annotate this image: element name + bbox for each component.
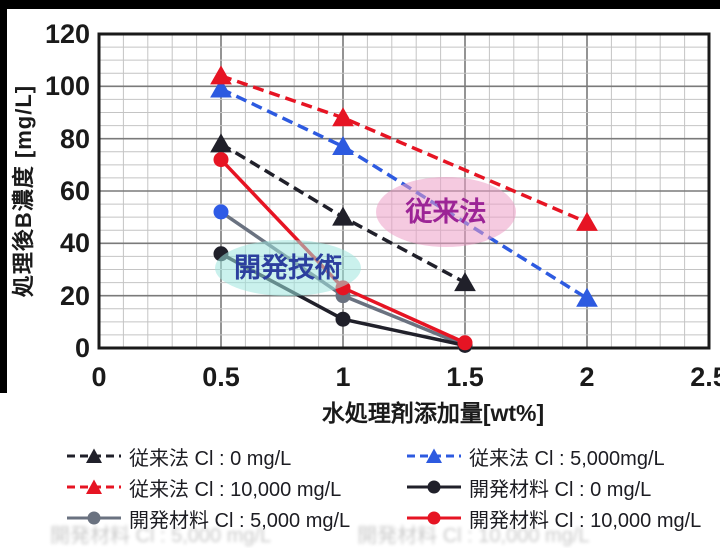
series-marker-triangle — [332, 206, 354, 226]
legend-marker-circle — [427, 480, 441, 494]
legend-item: 従来法 Cl : 0 mg/L — [66, 442, 291, 470]
y-tick-label: 80 — [59, 123, 90, 154]
series-marker-triangle — [454, 272, 476, 292]
legend-label: 従来法 Cl : 10,000 mg/L — [129, 478, 342, 501]
legend-swatch — [407, 511, 461, 525]
letterbox-left-bar — [0, 0, 7, 393]
series-marker-circle — [457, 335, 473, 351]
ghost-text-right: 開発材料 Cl : 10,000 mg/L — [357, 525, 590, 547]
series-marker-triangle — [576, 287, 598, 307]
series-marker-triangle — [576, 211, 598, 231]
legend-swatch — [67, 511, 121, 525]
series-marker-circle — [213, 204, 229, 220]
legend-marker-triangle — [86, 448, 102, 463]
x-tick-label: 0 — [91, 362, 107, 392]
legend-label: 従来法 Cl : 5,000mg/L — [469, 447, 665, 470]
legend-swatch — [407, 480, 461, 494]
series-marker-triangle — [210, 78, 232, 98]
legend-item: 従来法 Cl : 10,000 mg/L — [66, 473, 341, 501]
legend-swatch — [67, 448, 121, 463]
annotation-ellipse — [376, 177, 516, 247]
series-marker-triangle — [210, 133, 232, 153]
y-tick-label: 20 — [59, 280, 90, 311]
legend-label: 開発材料 Cl : 10,000 mg/L — [469, 509, 702, 532]
series-marker-circle — [213, 152, 229, 168]
x-tick-label: 1 — [335, 362, 351, 392]
series-line — [220, 87, 588, 300]
legend-marker-circle — [427, 511, 441, 525]
series-marker-triangle — [332, 107, 354, 127]
annotation-label: 開発技術 — [234, 253, 342, 283]
ghost-artifact: 開発材料 Cl : 5,000 mg/L 開発材料 Cl : 10,000 mg… — [50, 519, 720, 548]
legend-label: 開発材料 Cl : 0 mg/L — [469, 478, 652, 501]
series-marker-triangle — [332, 136, 354, 156]
x-tick-label: 1.5 — [446, 362, 484, 392]
legend-swatch — [67, 479, 121, 494]
legend-item: 開発材料 Cl : 0 mg/L — [406, 473, 651, 501]
legend-label: 従来法 Cl : 0 mg/L — [129, 447, 292, 470]
legend-marker-triangle — [86, 479, 102, 494]
legend-swatch — [407, 448, 461, 463]
plot-border — [97, 32, 711, 350]
legend-item: 開発材料 Cl : 5,000 mg/L — [66, 504, 350, 532]
series-marker-circle — [335, 311, 351, 327]
legend-marker-circle — [87, 511, 101, 525]
legend-item: 開発材料 Cl : 10,000 mg/L — [406, 504, 701, 532]
y-tick-label: 40 — [59, 228, 90, 259]
letterbox-top-bar — [0, 0, 720, 9]
x-tick-label: 2.5 — [690, 362, 720, 392]
ghost-text-left: 開発材料 Cl : 5,000 mg/L — [50, 525, 272, 547]
legend-label: 開発材料 Cl : 5,000 mg/L — [129, 509, 351, 532]
x-tick-label: 0.5 — [202, 362, 240, 392]
annotation-ellipse — [215, 240, 361, 296]
series-marker-triangle — [210, 65, 232, 85]
x-axis-title: 水処理剤添加量[wt%] — [321, 400, 545, 426]
x-tick-label: 2 — [579, 362, 595, 392]
legend-item: 従来法 Cl : 5,000mg/L — [406, 442, 665, 470]
y-tick-label: 100 — [44, 71, 90, 102]
annotation-label: 従来法 — [405, 197, 487, 227]
y-tick-label: 60 — [59, 176, 90, 206]
y-tick-label: 120 — [44, 19, 90, 49]
legend-marker-triangle — [426, 448, 442, 463]
y-tick-label: 0 — [74, 333, 90, 363]
